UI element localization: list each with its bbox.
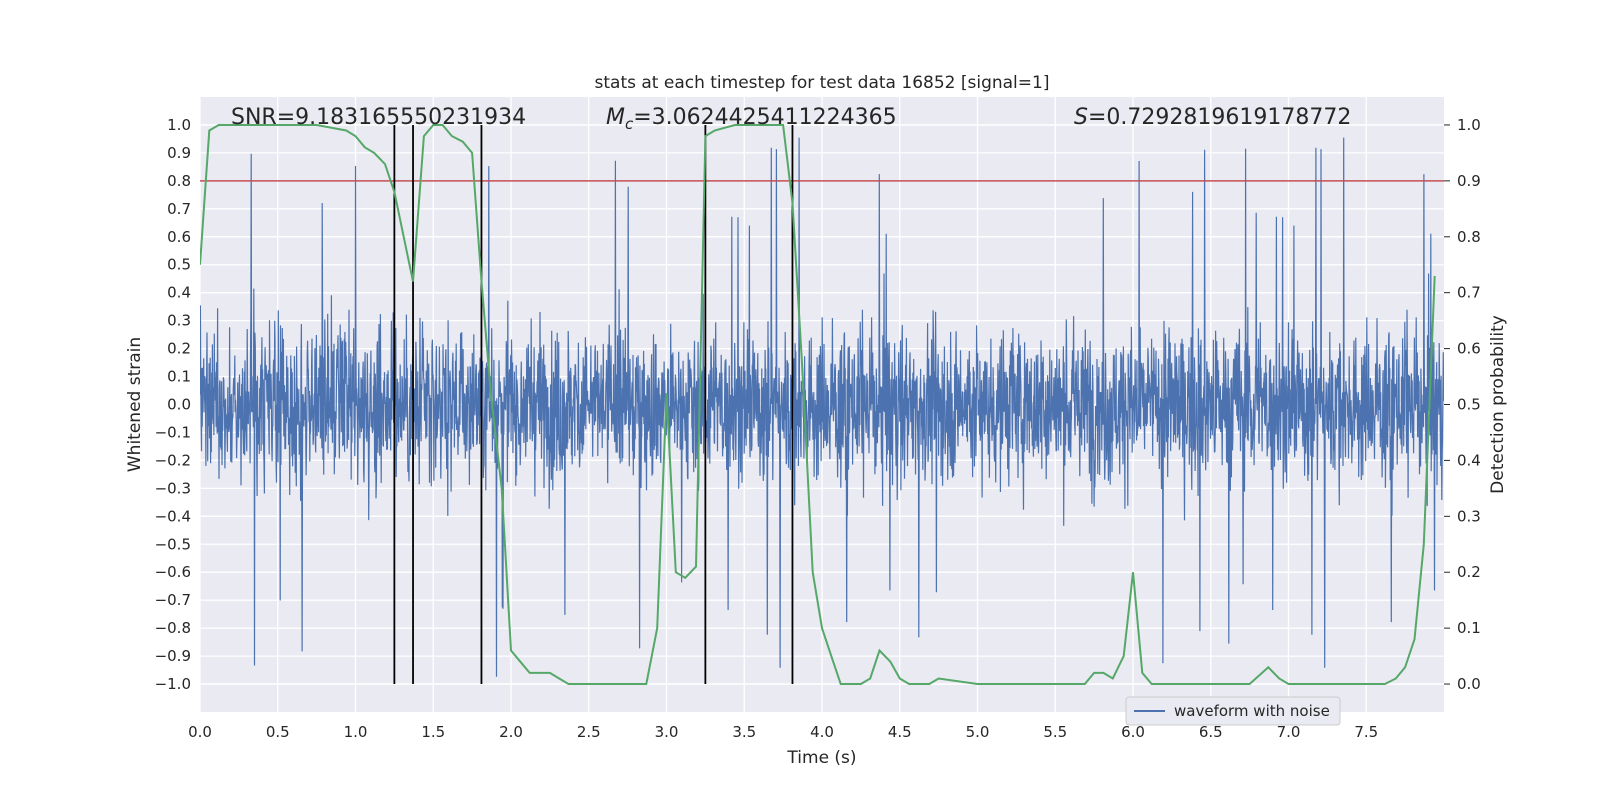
y-left-tick-label: −0.9 [155, 647, 191, 665]
y-left-tick-label: 1.0 [167, 116, 191, 134]
y-left-tick-label: 0.7 [167, 200, 191, 218]
y-right-tick-label: 0.3 [1457, 507, 1481, 525]
y-left-tick-label: 0.8 [167, 172, 191, 190]
legend-label: waveform with noise [1174, 702, 1330, 720]
x-tick-label: 5.0 [966, 723, 990, 741]
y-left-tick-label: 0.9 [167, 144, 191, 162]
y-right-tick-label: 0.5 [1457, 396, 1481, 414]
y-left-tick-label: −0.5 [155, 535, 191, 553]
y-left-tick-label: 0.0 [167, 396, 191, 414]
vertical-markers [393, 124, 794, 685]
snr-annotation: SNR=9.183165550231934 [231, 105, 526, 130]
mc-subscript: c [625, 115, 634, 133]
waveform-line [200, 137, 1444, 677]
y-left-tick-label: −1.0 [155, 675, 191, 693]
mc-value: =3.0624425411224365 [633, 105, 896, 130]
y-left-tick-label: −0.3 [155, 479, 191, 497]
x-tick-label: 1.5 [421, 723, 445, 741]
x-tick-label: 2.0 [499, 723, 523, 741]
y-right-axis-ticks: 0.0 0.1 0.2 0.3 0.4 0.5 0.6 0.7 0.8 0.9 1.0 [1444, 116, 1481, 693]
y-right-tick-label: 1.0 [1457, 116, 1481, 134]
x-tick-label: 4.5 [888, 723, 912, 741]
x-tick-label: 7.0 [1277, 723, 1301, 741]
x-tick-label: 3.0 [655, 723, 679, 741]
y-right-tick-label: 0.6 [1457, 340, 1481, 358]
chart-title: stats at each timestep for test data 168… [595, 73, 1050, 93]
probability-line [200, 124, 1436, 685]
mc-symbol: M [606, 105, 625, 130]
y-right-tick-label: 0.7 [1457, 284, 1481, 302]
y-left-tick-label: −0.1 [155, 423, 191, 441]
s-value: =0.7292819619178772 [1088, 105, 1351, 130]
x-tick-label: 4.0 [810, 723, 834, 741]
y-left-tick-label: −0.6 [155, 563, 191, 581]
y-left-tick-label: 0.6 [167, 228, 191, 246]
y-left-tick-label: 0.3 [167, 312, 191, 330]
x-tick-label: 7.5 [1354, 723, 1378, 741]
y-right-axis-label: Detection probability [1488, 315, 1508, 494]
x-tick-label: 5.5 [1043, 723, 1067, 741]
y-right-tick-label: 0.4 [1457, 451, 1481, 469]
x-axis-ticks: 0.0 0.5 1.0 1.5 2.0 2.5 3.0 3.5 4.0 4.5 5.0 5.5 6.0 6… [188, 723, 1378, 741]
y-left-tick-label: 0.1 [167, 368, 191, 386]
y-right-tick-label: 0.0 [1457, 675, 1481, 693]
y-left-tick-label: 0.2 [167, 340, 191, 358]
legend: waveform with noise [1125, 696, 1341, 726]
x-tick-label: 6.0 [1121, 723, 1145, 741]
s-annotation: S=0.7292819619178772 [1074, 105, 1351, 130]
y-left-tick-label: −0.7 [155, 591, 191, 609]
y-left-axis-label: Whitened strain [125, 337, 145, 472]
waveform-series [200, 137, 1444, 677]
y-left-tick-label: −0.8 [155, 619, 191, 637]
y-right-tick-label: 0.8 [1457, 228, 1481, 246]
y-left-tick-label: −0.2 [155, 451, 191, 469]
s-symbol: S [1074, 105, 1088, 130]
x-tick-label: 6.5 [1199, 723, 1223, 741]
x-tick-label: 0.0 [188, 723, 212, 741]
y-right-tick-label: 0.9 [1457, 172, 1481, 190]
legend-box [1125, 696, 1341, 726]
x-tick-label: 3.5 [732, 723, 756, 741]
y-left-tick-label: 0.5 [167, 256, 191, 274]
x-tick-label: 0.5 [266, 723, 290, 741]
chirp-mass-annotation: Mc=3.0624425411224365 [606, 105, 897, 133]
y-left-tick-label: −0.4 [155, 507, 191, 525]
x-tick-label: 1.0 [344, 723, 368, 741]
y-left-axis-ticks: −1.0 −0.9 −0.8 −0.7 −0.6 −0.5 −0.4 −0.3 −0.2 −0.1… [155, 116, 191, 693]
y-left-tick-label: 0.4 [167, 284, 191, 302]
y-right-tick-label: 0.1 [1457, 619, 1481, 637]
y-right-tick-label: 0.2 [1457, 563, 1481, 581]
x-axis-label: Time (s) [786, 748, 856, 768]
x-tick-label: 2.5 [577, 723, 601, 741]
